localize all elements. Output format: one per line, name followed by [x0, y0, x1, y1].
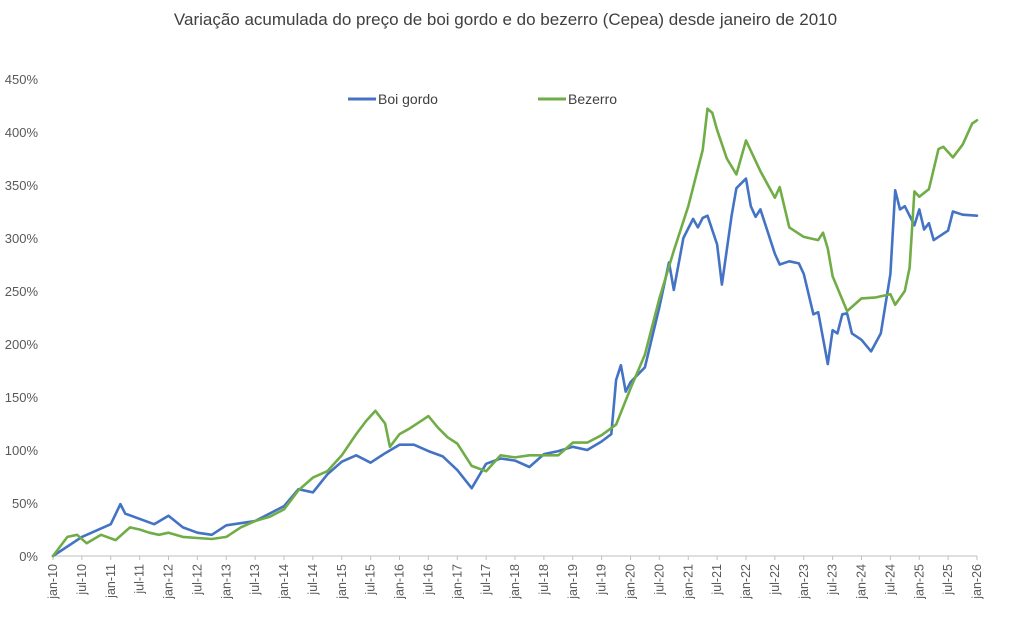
y-tick-label: 300% [5, 231, 39, 246]
x-tick-label: jan-26 [970, 564, 984, 600]
x-tick-label: jan-10 [46, 564, 60, 600]
x-tick-label: jan-20 [624, 564, 638, 600]
x-tick-label: jan-16 [393, 564, 407, 600]
legend-label: Boi gordo [378, 91, 438, 107]
x-tick-label: jan-24 [855, 564, 869, 600]
x-tick-label: jul-20 [652, 564, 666, 596]
x-tick-label: jan-23 [797, 564, 811, 600]
x-tick-label: jul-24 [883, 564, 897, 596]
x-tick-label: jul-21 [710, 564, 724, 596]
x-tick-label: jul-16 [421, 564, 435, 596]
x-tick-label: jul-13 [248, 564, 262, 596]
y-tick-label: 100% [5, 443, 39, 458]
series-layer [51, 107, 979, 558]
x-axis: jan-10 jul-10 jan-11 jul-11 jan-12 jul-12 jan-… [46, 555, 984, 600]
x-tick-label: jan-21 [681, 564, 695, 600]
x-tick-label: jul-15 [364, 564, 378, 596]
x-tick-label: jul-25 [941, 564, 955, 596]
x-tick-label: jul-19 [595, 564, 609, 596]
y-tick-label: 0% [19, 549, 38, 564]
x-tick-label: jan-17 [450, 564, 464, 600]
x-tick-label: jan-25 [912, 564, 926, 600]
y-tick-label: 400% [5, 125, 39, 140]
y-tick-label: 350% [5, 178, 39, 193]
x-tick-label: jul-22 [768, 564, 782, 596]
chart-title: Variação acumulada do preço de boi gordo… [173, 10, 838, 29]
y-tick-label: 150% [5, 390, 39, 405]
y-tick-label: 250% [5, 284, 39, 299]
x-tick-label: jan-12 [162, 564, 176, 600]
x-tick-label: jan-22 [739, 564, 753, 600]
x-tick-label: jan-11 [104, 564, 118, 599]
y-tick-label: 200% [5, 337, 39, 352]
legend-label: Bezerro [568, 91, 617, 107]
x-tick-label: jan-13 [219, 564, 233, 600]
x-tick-label: jul-11 [133, 564, 147, 595]
x-tick-label: jul-10 [75, 564, 89, 596]
y-tick-label: 50% [12, 496, 38, 511]
series-line-boi-gordo [51, 177, 979, 558]
x-tick-label: jan-18 [508, 564, 522, 600]
x-tick-label: jul-23 [826, 564, 840, 596]
y-axis: 0% 50% 100% 150% 200% 250% 300% 350% 400% 450% [5, 72, 39, 564]
legend: Boi gordo Bezerro [348, 91, 617, 107]
x-tick-label: jul-18 [537, 564, 551, 596]
x-tick-label: jul-17 [479, 564, 493, 596]
y-tick-label: 450% [5, 72, 39, 87]
x-tick-label: jul-14 [306, 564, 320, 596]
x-tick-label: jan-19 [566, 564, 580, 600]
x-tick-label: jan-14 [277, 564, 291, 600]
x-tick-label: jan-15 [335, 564, 349, 600]
series-line-bezerro [51, 107, 979, 558]
x-tick-label: jul-12 [190, 564, 204, 596]
